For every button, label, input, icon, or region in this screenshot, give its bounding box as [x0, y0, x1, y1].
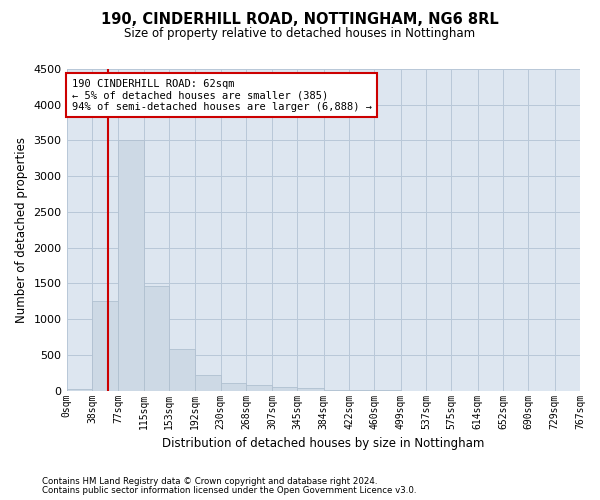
Bar [67, 389, 92, 390]
Text: Contains public sector information licensed under the Open Government Licence v3: Contains public sector information licen… [42, 486, 416, 495]
Bar [92, 302, 118, 390]
Text: Contains HM Land Registry data © Crown copyright and database right 2024.: Contains HM Land Registry data © Crown c… [42, 477, 377, 486]
Bar [272, 387, 298, 390]
Bar [195, 375, 221, 390]
Text: 190 CINDERHILL ROAD: 62sqm
← 5% of detached houses are smaller (385)
94% of semi: 190 CINDERHILL ROAD: 62sqm ← 5% of detac… [71, 78, 371, 112]
Text: 190, CINDERHILL ROAD, NOTTINGHAM, NG6 8RL: 190, CINDERHILL ROAD, NOTTINGHAM, NG6 8R… [101, 12, 499, 28]
Bar [169, 349, 195, 391]
Text: Size of property relative to detached houses in Nottingham: Size of property relative to detached ho… [124, 28, 476, 40]
Bar [221, 383, 246, 390]
Bar [246, 386, 272, 390]
X-axis label: Distribution of detached houses by size in Nottingham: Distribution of detached houses by size … [162, 437, 484, 450]
Bar [118, 140, 143, 390]
Bar [298, 388, 323, 390]
Y-axis label: Number of detached properties: Number of detached properties [15, 137, 28, 323]
Bar [143, 286, 169, 391]
